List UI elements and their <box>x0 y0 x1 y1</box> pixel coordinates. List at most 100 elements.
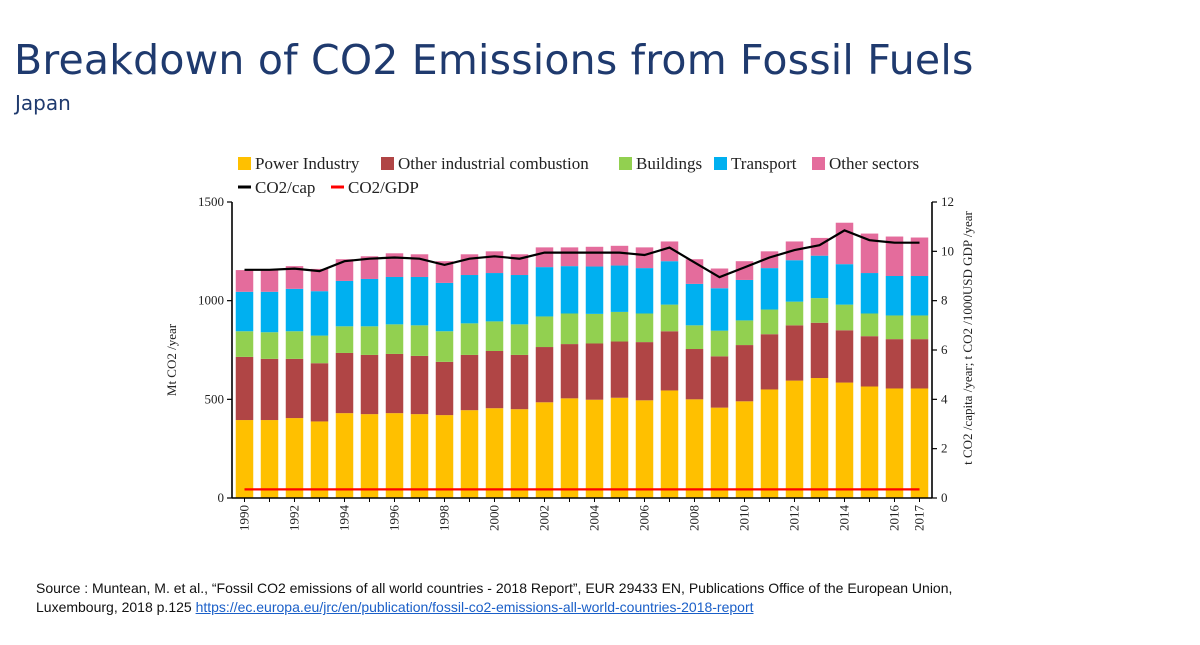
bar-segment-transport <box>885 276 904 316</box>
bar-segment-power-industry <box>785 380 804 498</box>
bar-segment-power-industry <box>335 413 354 498</box>
bar-segment-other-industrial-combustion <box>235 356 254 421</box>
bar-segment-power-industry <box>835 382 854 498</box>
legend-swatch <box>714 157 727 170</box>
x-tick-label: 1996 <box>387 505 402 532</box>
bar-segment-other-sectors <box>535 247 554 268</box>
legend-label: Power Industry <box>255 154 360 173</box>
bar-segment-power-industry <box>485 408 504 498</box>
bar-segment-transport <box>635 268 654 314</box>
bar-segment-transport <box>735 279 754 321</box>
bar-segment-power-industry <box>710 407 729 498</box>
bar-segment-buildings <box>735 320 754 346</box>
bar-segment-buildings <box>885 315 904 340</box>
bar-segment-other-industrial-combustion <box>760 334 779 390</box>
bar-segment-power-industry <box>685 399 704 498</box>
bar-segment-other-industrial-combustion <box>535 347 554 403</box>
bar-segment-buildings <box>535 316 554 348</box>
bar-segment-other-industrial-combustion <box>260 358 279 421</box>
y-axis-left-title: Mt CO2 /year <box>164 323 179 396</box>
bar-segment-buildings <box>910 315 929 340</box>
y-right-tick-label: 10 <box>941 243 954 258</box>
x-tick-label: 2008 <box>687 505 702 531</box>
bar-segment-other-industrial-combustion <box>635 342 654 401</box>
bar-segment-buildings <box>710 330 729 357</box>
bar-segment-other-industrial-combustion <box>660 331 679 391</box>
bar-segment-power-industry <box>310 421 329 498</box>
bar-segment-buildings <box>435 331 454 362</box>
bar-segment-other-sectors <box>335 259 354 281</box>
bar-segment-other-sectors <box>260 269 279 292</box>
source-link[interactable]: https://ec.europa.eu/jrc/en/publication/… <box>195 599 754 615</box>
bar-segment-power-industry <box>810 378 829 498</box>
bar-segment-power-industry <box>910 388 929 498</box>
bar-segment-transport <box>660 261 679 305</box>
y-left-tick-label: 0 <box>218 490 225 505</box>
bar-segment-power-industry <box>560 398 579 498</box>
bar-segment-buildings <box>360 326 379 355</box>
bar-segment-buildings <box>285 331 304 359</box>
bar-segment-other-sectors <box>635 247 654 269</box>
bar-segment-power-industry <box>235 420 254 498</box>
x-tick-label: 1990 <box>237 505 252 531</box>
x-tick-label: 2012 <box>787 505 802 531</box>
bar-segment-power-industry <box>510 409 529 498</box>
bar-segment-transport <box>360 278 379 327</box>
bar-segment-buildings <box>610 311 629 342</box>
bar-segment-other-sectors <box>835 222 854 265</box>
legend-label: Other industrial combustion <box>398 154 589 173</box>
bar-segment-buildings <box>310 335 329 364</box>
bar-segment-power-industry <box>860 386 879 498</box>
bar-segment-transport <box>335 280 354 327</box>
bar-segment-other-sectors <box>510 254 529 276</box>
bar-segment-transport <box>760 268 779 310</box>
bar-segment-other-sectors <box>310 268 329 292</box>
x-tick-label: 2010 <box>737 505 752 531</box>
x-tick-label: 2014 <box>837 505 852 532</box>
bar-segment-other-sectors <box>285 266 304 289</box>
bar-segment-buildings <box>510 324 529 355</box>
y-left-tick-label: 1500 <box>198 194 224 209</box>
bar-segment-other-industrial-combustion <box>360 354 379 415</box>
x-tick-label: 1994 <box>337 505 352 532</box>
bar-segment-transport <box>560 266 579 314</box>
bar-segment-buildings <box>810 298 829 323</box>
bar-segment-power-industry <box>535 402 554 498</box>
x-tick-label: 2006 <box>637 505 652 532</box>
bar-segment-transport <box>685 283 704 326</box>
bar-segment-buildings <box>785 301 804 326</box>
bar-segment-other-industrial-combustion <box>410 355 429 415</box>
bar-segment-power-industry <box>585 399 604 498</box>
bar-segment-other-sectors <box>610 245 629 266</box>
bar-segment-transport <box>585 266 604 314</box>
bar-segment-power-industry <box>735 401 754 498</box>
bar-segment-buildings <box>235 331 254 357</box>
legend-label: CO2/GDP <box>348 178 419 197</box>
bar-segment-other-industrial-combustion <box>335 352 354 414</box>
x-tick-label: 1992 <box>287 505 302 531</box>
bar-segment-transport <box>385 276 404 325</box>
bar-segment-other-industrial-combustion <box>810 322 829 379</box>
line-series <box>244 229 920 491</box>
bar-segment-transport <box>435 282 454 332</box>
bar-segment-power-industry <box>660 390 679 498</box>
bar-segment-buildings <box>860 313 879 337</box>
bar-segment-power-industry <box>635 400 654 498</box>
bar-segment-other-industrial-combustion <box>510 354 529 410</box>
chart-legend: Power Industry Other industrial combustio… <box>238 154 919 197</box>
bar-segment-other-sectors <box>660 241 679 262</box>
y-right-tick-label: 0 <box>941 490 948 505</box>
legend-swatch <box>619 157 632 170</box>
y-right-tick-label: 12 <box>941 194 954 209</box>
bar-segment-power-industry <box>385 413 404 498</box>
bar-segment-transport <box>310 291 329 336</box>
bar-segment-buildings <box>460 323 479 355</box>
bar-segment-other-industrial-combustion <box>385 353 404 414</box>
bar-segment-transport <box>910 276 929 316</box>
y-left-tick-label: 500 <box>205 391 225 406</box>
y-axis-right-title: t CO2 /capita /year; t CO2 /1000USD GDP … <box>960 210 975 464</box>
y-left-tick-label: 1000 <box>198 293 224 308</box>
page-subtitle: Japan <box>15 91 71 115</box>
bar-segment-other-industrial-combustion <box>435 361 454 416</box>
